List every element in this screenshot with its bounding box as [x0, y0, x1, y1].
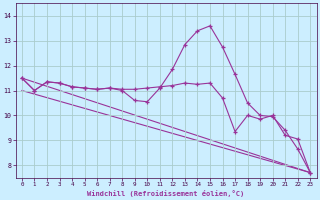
X-axis label: Windchill (Refroidissement éolien,°C): Windchill (Refroidissement éolien,°C) — [87, 190, 245, 197]
